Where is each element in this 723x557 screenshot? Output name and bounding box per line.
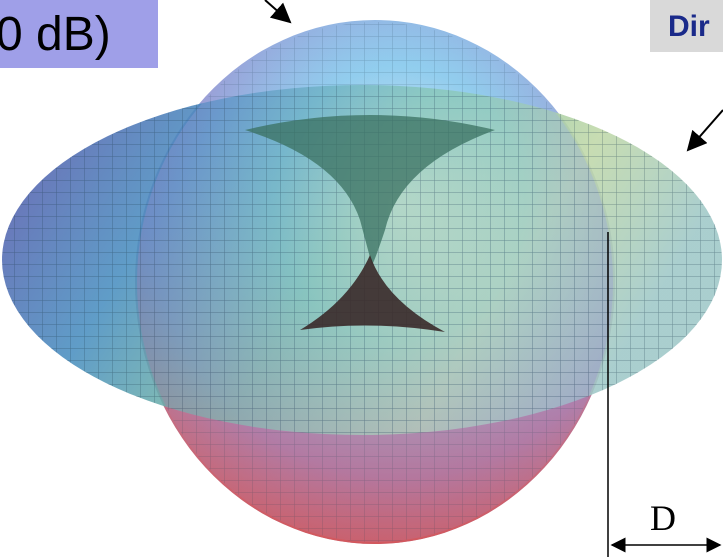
pointer-arrow: [688, 110, 723, 150]
radiation-pattern-diagram: 0 dB) Dir D: [0, 0, 723, 557]
dipole-torus: [2, 22, 722, 542]
pointer-arrow: [265, 0, 290, 22]
directional-label: Dir: [668, 10, 710, 43]
dimension-label: D: [650, 498, 676, 538]
isotropic-label: 0 dB): [0, 8, 111, 61]
